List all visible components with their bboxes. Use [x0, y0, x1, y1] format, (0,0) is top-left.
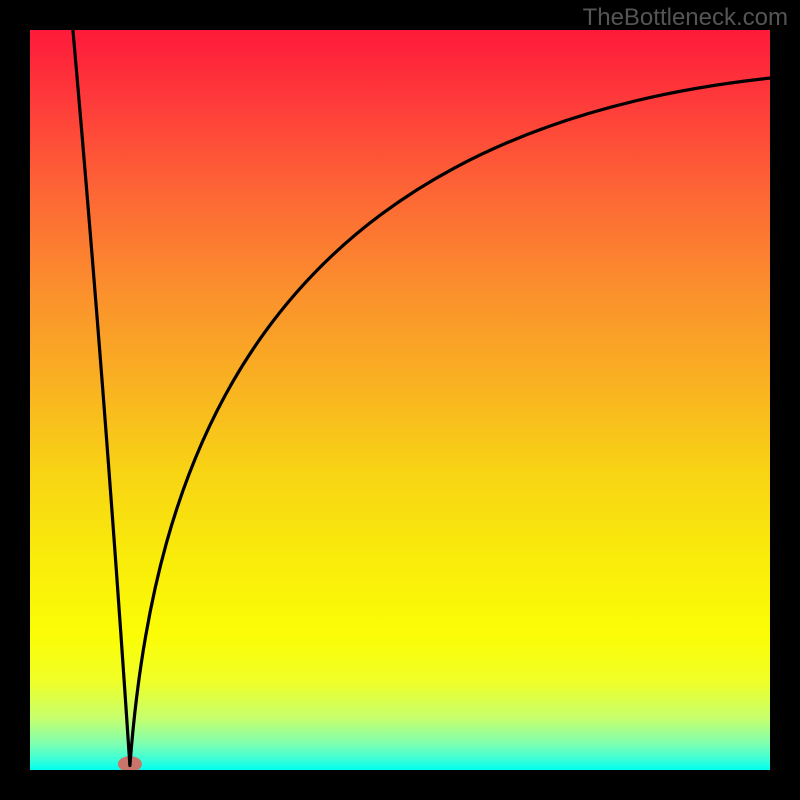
chart-svg — [0, 0, 800, 800]
plot-area — [30, 30, 770, 772]
chart-container: TheBottleneck.com — [0, 0, 800, 800]
watermark-text: TheBottleneck.com — [583, 4, 788, 32]
